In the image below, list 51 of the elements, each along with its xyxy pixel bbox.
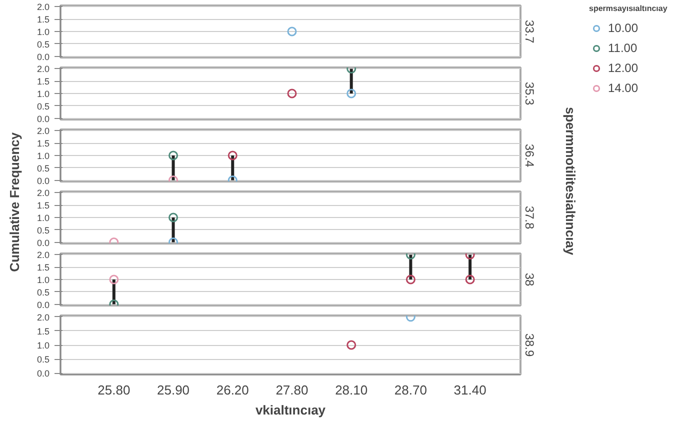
legend-label: 12.00 xyxy=(608,61,638,75)
y-tick-label: 1.0 xyxy=(36,151,50,161)
y-tick-label: 2.0 xyxy=(36,250,50,260)
y-tick-label: 1.5 xyxy=(36,76,50,87)
x-tick-label: 26.20 xyxy=(216,382,249,398)
x-tick-label: 31.40 xyxy=(454,382,486,398)
y-tick-label: 0.5 xyxy=(36,163,50,174)
y-tick-label: 0.0 xyxy=(36,300,50,310)
y-tick-label: 2.0 xyxy=(36,312,50,322)
y-tick-label: 0.0 xyxy=(36,114,50,124)
legend-label: 10.00 xyxy=(608,21,638,35)
y-tick-label: 1.0 xyxy=(36,27,50,37)
x-tick-label: 25.80 xyxy=(98,382,130,398)
y-tick-label: 2.0 xyxy=(36,126,50,136)
text: 38.9 xyxy=(522,333,536,358)
y-tick-label: 1.0 xyxy=(36,89,50,99)
y-tick-label: 0.5 xyxy=(36,354,50,365)
text: 33.7 xyxy=(522,20,536,44)
legend-label: 14.00 xyxy=(608,81,638,95)
y-tick-label: 2.0 xyxy=(36,64,50,74)
x-axis-title: vkialtıncıay xyxy=(255,402,326,418)
y-tick-label: 0.0 xyxy=(36,238,50,248)
y-tick-label: 2.0 xyxy=(36,188,50,198)
y-tick-label: 0.5 xyxy=(36,287,50,298)
y2-axis-title: spermmotilitesialtıncıay xyxy=(563,107,578,256)
legend-title: spermsayısıaltıncıay xyxy=(589,4,668,13)
y-tick-label: 0.0 xyxy=(36,176,50,186)
text: 36.4 xyxy=(522,144,536,168)
y-tick-label: 1.5 xyxy=(36,200,50,211)
y-tick-label: 1.5 xyxy=(36,138,50,149)
text: 37.8 xyxy=(522,206,536,230)
y-tick-label: 1.5 xyxy=(36,326,50,336)
y-tick-label: 1.5 xyxy=(36,14,50,25)
y-tick-label: 2.0 xyxy=(36,2,50,12)
y-axis-title: Cumulative Frequency xyxy=(6,132,22,272)
y-tick-label: 1.0 xyxy=(36,213,50,223)
legend-label: 11.00 xyxy=(608,41,638,55)
y-tick-label: 0.0 xyxy=(36,52,50,62)
y-tick-label: 0.0 xyxy=(36,368,50,379)
x-tick-label: 25.90 xyxy=(157,382,190,398)
y-tick-label: 1.0 xyxy=(36,275,50,285)
y-tick-label: 0.5 xyxy=(36,225,50,236)
y-tick-label: 1.0 xyxy=(36,340,50,350)
y-tick-label: 0.5 xyxy=(36,39,50,50)
x-tick-label: 28.10 xyxy=(335,382,368,398)
y-tick-label: 0.5 xyxy=(36,101,50,112)
y-tick-label: 1.5 xyxy=(36,262,50,273)
text: 38 xyxy=(522,272,536,286)
x-tick-label: 28.70 xyxy=(394,382,427,398)
x-tick-label: 27.80 xyxy=(276,382,308,398)
text: 35.3 xyxy=(522,82,536,106)
